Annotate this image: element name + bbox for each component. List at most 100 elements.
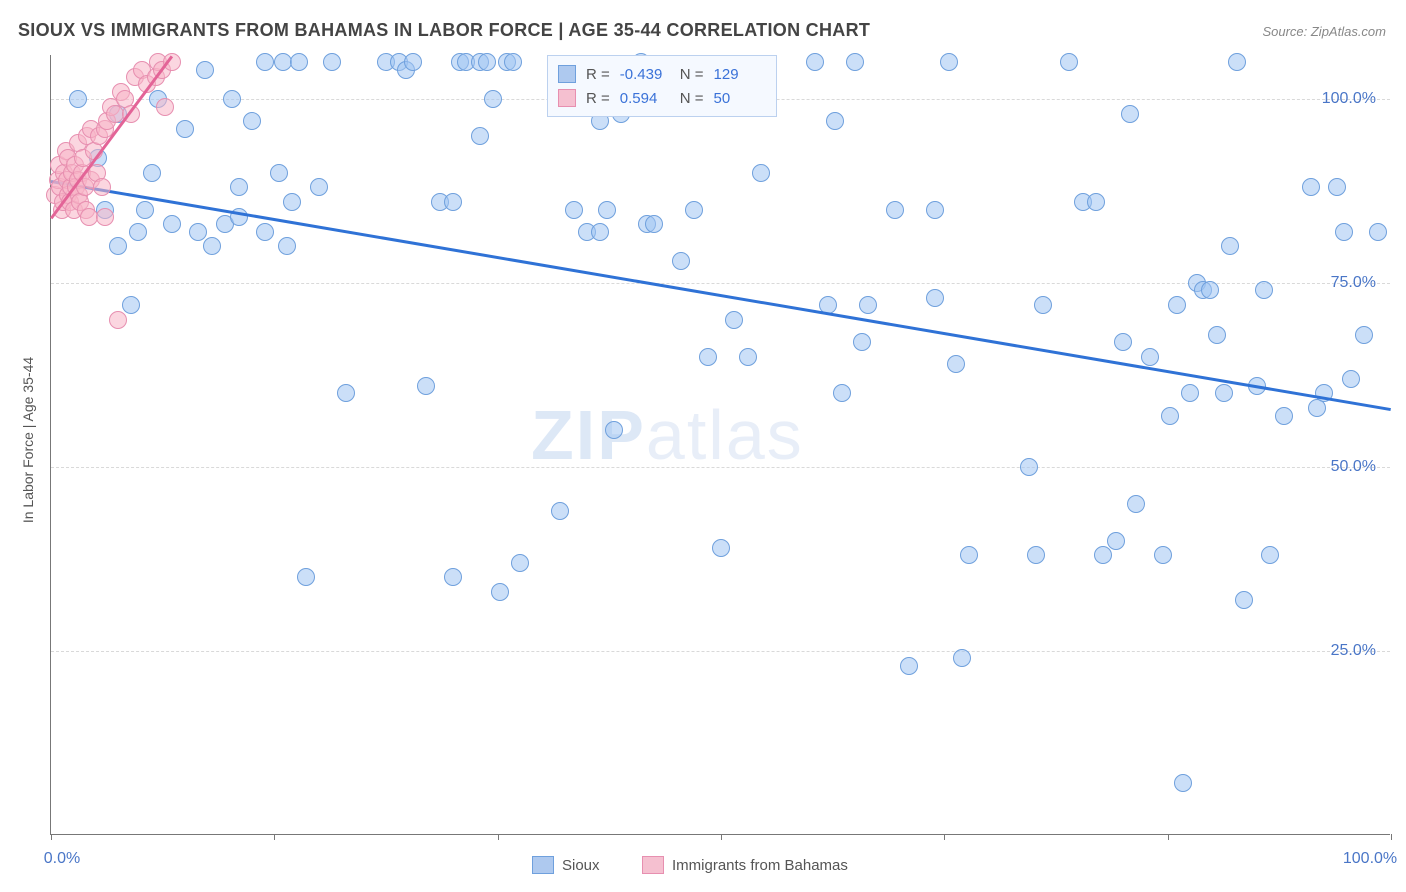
legend-item: Immigrants from Bahamas	[642, 856, 848, 874]
scatter-point	[189, 223, 207, 241]
scatter-point	[93, 178, 111, 196]
scatter-point	[1034, 296, 1052, 314]
scatter-point	[960, 546, 978, 564]
scatter-point	[417, 377, 435, 395]
gridline	[51, 467, 1390, 468]
y-tick-label: 25.0%	[1331, 642, 1376, 660]
scatter-point	[725, 311, 743, 329]
scatter-point	[310, 178, 328, 196]
scatter-point	[565, 201, 583, 219]
legend-swatch	[642, 856, 664, 874]
scatter-point	[297, 568, 315, 586]
scatter-point	[109, 237, 127, 255]
trendline	[50, 56, 173, 219]
legend-swatch	[532, 856, 554, 874]
scatter-point	[1174, 774, 1192, 792]
scatter-point	[900, 657, 918, 675]
scatter-point	[672, 252, 690, 270]
scatter-point	[739, 348, 757, 366]
scatter-point	[1221, 237, 1239, 255]
scatter-point	[853, 333, 871, 351]
x-tick-label: 100.0%	[1343, 850, 1397, 868]
scatter-point	[484, 90, 502, 108]
x-tick	[944, 834, 945, 840]
scatter-point	[685, 201, 703, 219]
plot-area: ZIPatlas 25.0%50.0%75.0%100.0%	[50, 55, 1390, 835]
scatter-point	[1215, 384, 1233, 402]
scatter-point	[283, 193, 301, 211]
scatter-point	[1114, 333, 1132, 351]
x-tick	[498, 834, 499, 840]
scatter-point	[163, 215, 181, 233]
scatter-point	[833, 384, 851, 402]
scatter-point	[96, 208, 114, 226]
scatter-point	[1302, 178, 1320, 196]
scatter-point	[129, 223, 147, 241]
scatter-point	[203, 237, 221, 255]
trendline	[51, 180, 1391, 411]
scatter-point	[1275, 407, 1293, 425]
x-tick	[1168, 834, 1169, 840]
scatter-point	[953, 649, 971, 667]
source-prefix: Source:	[1262, 24, 1310, 39]
scatter-point	[337, 384, 355, 402]
legend-label: Immigrants from Bahamas	[672, 857, 848, 874]
stats-r-value: -0.439	[620, 66, 670, 83]
x-tick	[274, 834, 275, 840]
scatter-point	[230, 178, 248, 196]
scatter-point	[256, 53, 274, 71]
x-tick	[51, 834, 52, 840]
x-tick-label: 0.0%	[44, 850, 80, 868]
scatter-point	[256, 223, 274, 241]
scatter-point	[712, 539, 730, 557]
scatter-point	[223, 90, 241, 108]
stats-row: R = 0.594 N = 50	[558, 86, 764, 110]
scatter-point	[444, 568, 462, 586]
stats-legend-box: R =-0.439N =129R =0.594N =50	[547, 55, 777, 117]
scatter-point	[940, 53, 958, 71]
scatter-point	[699, 348, 717, 366]
scatter-point	[156, 98, 174, 116]
stats-swatch	[558, 89, 576, 107]
scatter-point	[1261, 546, 1279, 564]
scatter-point	[752, 164, 770, 182]
scatter-point	[1208, 326, 1226, 344]
y-tick-label: 100.0%	[1322, 90, 1376, 108]
scatter-point	[1020, 458, 1038, 476]
scatter-point	[591, 223, 609, 241]
y-axis-label: In Labor Force | Age 35-44	[20, 357, 36, 523]
scatter-point	[1087, 193, 1105, 211]
scatter-point	[1168, 296, 1186, 314]
scatter-point	[270, 164, 288, 182]
scatter-point	[1121, 105, 1139, 123]
watermark-rest: atlas	[646, 396, 804, 474]
scatter-point	[404, 53, 422, 71]
scatter-point	[323, 53, 341, 71]
stats-n-label: N =	[680, 90, 704, 107]
stats-r-value: 0.594	[620, 90, 670, 107]
chart-title: SIOUX VS IMMIGRANTS FROM BAHAMAS IN LABO…	[18, 20, 870, 41]
scatter-point	[859, 296, 877, 314]
scatter-point	[1181, 384, 1199, 402]
scatter-point	[1235, 591, 1253, 609]
gridline	[51, 651, 1390, 652]
x-tick	[1391, 834, 1392, 840]
scatter-point	[551, 502, 569, 520]
stats-n-value: 50	[714, 90, 764, 107]
scatter-point	[491, 583, 509, 601]
scatter-point	[1127, 495, 1145, 513]
scatter-point	[1342, 370, 1360, 388]
scatter-point	[846, 53, 864, 71]
stats-r-label: R =	[586, 90, 610, 107]
scatter-point	[444, 193, 462, 211]
scatter-point	[1369, 223, 1387, 241]
scatter-point	[471, 127, 489, 145]
x-tick	[721, 834, 722, 840]
scatter-point	[1328, 178, 1346, 196]
scatter-point	[1107, 532, 1125, 550]
watermark: ZIPatlas	[531, 395, 804, 475]
scatter-point	[143, 164, 161, 182]
scatter-point	[196, 61, 214, 79]
scatter-point	[176, 120, 194, 138]
scatter-point	[605, 421, 623, 439]
